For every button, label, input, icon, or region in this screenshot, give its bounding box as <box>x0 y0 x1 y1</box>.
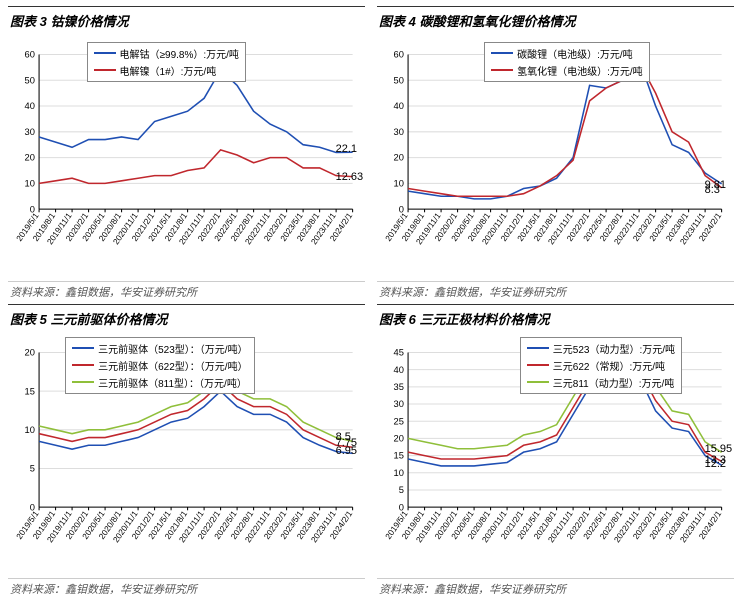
chart4-legend-item: 碳酸锂（电池级）:万元/吨 <box>491 46 643 61</box>
legend-label: 碳酸锂（电池级）:万元/吨 <box>517 46 633 61</box>
chart6-area: 0510152025303540452019/5/12019/8/12019/1… <box>377 330 734 579</box>
chart5-end-label: 8.5 <box>336 431 351 443</box>
chart4-area: 01020304050602019/5/12019/8/12019/11/120… <box>377 32 734 281</box>
chart5-title: 图表 5 三元前驱体价格情况 <box>8 305 365 330</box>
chart6-legend-item: 三元811（动力型）:万元/吨 <box>527 375 675 390</box>
svg-text:50: 50 <box>394 75 404 85</box>
chart5-legend-item: 三元前驱体（622型）：（万元/吨） <box>72 358 247 373</box>
chart6-title: 图表 6 三元正极材料价格情况 <box>377 305 734 330</box>
svg-text:35: 35 <box>394 381 404 391</box>
chart5-series <box>39 391 353 453</box>
legend-label: 三元前驱体（811型）：（万元/吨） <box>98 375 247 390</box>
chart6-legend-item: 三元523（动力型）:万元/吨 <box>527 341 675 356</box>
legend-label: 三元811（动力型）:万元/吨 <box>553 375 675 390</box>
svg-text:20: 20 <box>394 153 404 163</box>
chart3-legend-item: 电解钴（≥99.8%）:万元/吨 <box>94 46 239 61</box>
svg-text:30: 30 <box>394 399 404 409</box>
svg-text:40: 40 <box>394 364 404 374</box>
legend-swatch <box>94 69 116 71</box>
chart-grid: 图表 3 钴镍价格情况 01020304050602019/5/12019/8/… <box>8 6 734 597</box>
chart6-legend: 三元523（动力型）:万元/吨三元622（常规）:万元/吨三元811（动力型）:… <box>520 337 682 394</box>
svg-text:45: 45 <box>394 347 404 357</box>
svg-text:10: 10 <box>25 424 35 434</box>
legend-swatch <box>491 69 513 71</box>
chart4-end-label: 8.3 <box>705 184 720 196</box>
legend-label: 三元前驱体（622型）：（万元/吨） <box>98 358 247 373</box>
svg-text:20: 20 <box>25 153 35 163</box>
panel-chart6: 图表 6 三元正极材料价格情况 0510152025303540452019/5… <box>377 304 734 598</box>
svg-text:15: 15 <box>25 386 35 396</box>
chart3-area: 01020304050602019/5/12019/8/12019/11/120… <box>8 32 365 281</box>
chart3-series <box>39 70 353 153</box>
legend-swatch <box>527 347 549 349</box>
chart6-end-label: 13.3 <box>705 454 726 466</box>
legend-swatch <box>72 347 94 349</box>
panel-chart3: 图表 3 钴镍价格情况 01020304050602019/5/12019/8/… <box>8 6 365 300</box>
chart4-legend-item: 氢氧化锂（电池级）:万元/吨 <box>491 63 643 78</box>
chart6-legend-item: 三元622（常规）:万元/吨 <box>527 358 675 373</box>
svg-text:60: 60 <box>25 50 35 60</box>
svg-text:30: 30 <box>25 127 35 137</box>
chart3-source: 资料来源：鑫钼数据，华安证券研究所 <box>8 281 365 300</box>
svg-text:5: 5 <box>30 463 35 473</box>
legend-swatch <box>72 381 94 383</box>
chart5-legend-item: 三元前驱体（523型）：（万元/吨） <box>72 341 247 356</box>
chart3-legend-item: 电解镍（1#）:万元/吨 <box>94 63 239 78</box>
chart4-title: 图表 4 碳酸锂和氢氧化锂价格情况 <box>377 7 734 32</box>
svg-text:10: 10 <box>394 467 404 477</box>
legend-label: 三元前驱体（523型）：（万元/吨） <box>98 341 247 356</box>
legend-label: 氢氧化锂（电池级）:万元/吨 <box>517 63 643 78</box>
chart6-source: 资料来源：鑫钼数据，华安证券研究所 <box>377 578 734 597</box>
svg-text:50: 50 <box>25 75 35 85</box>
legend-swatch <box>527 364 549 366</box>
chart3-legend: 电解钴（≥99.8%）:万元/吨电解镍（1#）:万元/吨 <box>87 42 246 82</box>
chart4-legend: 碳酸锂（电池级）:万元/吨氢氧化锂（电池级）:万元/吨 <box>484 42 650 82</box>
chart3-series <box>39 150 353 184</box>
legend-swatch <box>72 364 94 366</box>
svg-text:15: 15 <box>394 450 404 460</box>
legend-label: 三元523（动力型）:万元/吨 <box>553 341 675 356</box>
panel-chart5: 图表 5 三元前驱体价格情况 051015202019/5/12019/8/12… <box>8 304 365 598</box>
chart3-title: 图表 3 钴镍价格情况 <box>8 7 365 32</box>
chart4-series <box>408 62 722 196</box>
legend-swatch <box>491 52 513 54</box>
legend-label: 电解镍（1#）:万元/吨 <box>120 63 217 78</box>
chart4-source: 资料来源：鑫钼数据，华安证券研究所 <box>377 281 734 300</box>
svg-text:40: 40 <box>25 101 35 111</box>
chart6-end-label: 15.95 <box>705 443 733 455</box>
svg-text:30: 30 <box>394 127 404 137</box>
chart5-legend-item: 三元前驱体（811型）：（万元/吨） <box>72 375 247 390</box>
chart3-end-label: 22.1 <box>336 143 357 155</box>
svg-text:25: 25 <box>394 416 404 426</box>
chart5-legend: 三元前驱体（523型）：（万元/吨） 三元前驱体（622型）：（万元/吨） 三元前驱… <box>65 337 254 394</box>
chart5-area: 051015202019/5/12019/8/12019/11/12020/2/… <box>8 330 365 579</box>
svg-text:20: 20 <box>25 347 35 357</box>
svg-text:40: 40 <box>394 101 404 111</box>
svg-text:60: 60 <box>394 50 404 60</box>
legend-swatch <box>527 381 549 383</box>
svg-text:10: 10 <box>394 178 404 188</box>
svg-text:10: 10 <box>25 178 35 188</box>
legend-label: 三元622（常规）:万元/吨 <box>553 358 665 373</box>
legend-swatch <box>94 52 116 54</box>
chart5-source: 资料来源：鑫钼数据，华安证券研究所 <box>8 578 365 597</box>
chart3-end-label: 12.63 <box>336 171 364 183</box>
panel-chart4: 图表 4 碳酸锂和氢氧化锂价格情况 01020304050602019/5/12… <box>377 6 734 300</box>
svg-text:20: 20 <box>394 433 404 443</box>
svg-text:5: 5 <box>399 485 404 495</box>
legend-label: 电解钴（≥99.8%）:万元/吨 <box>120 46 239 61</box>
